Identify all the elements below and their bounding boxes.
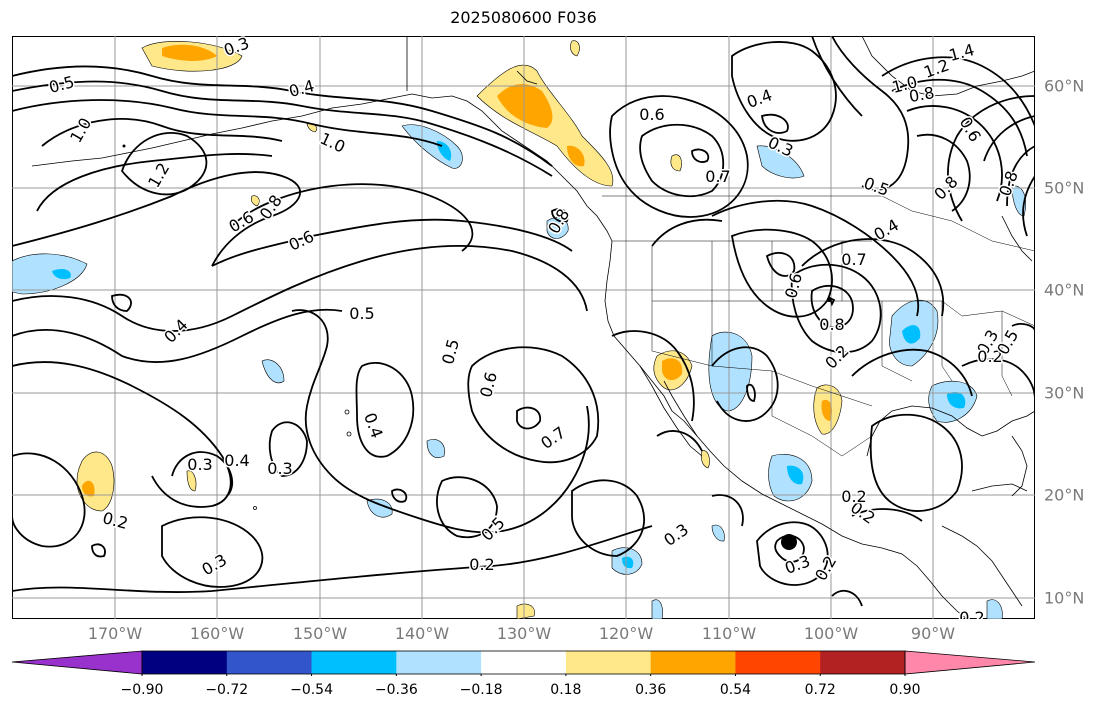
colorbar-tick-label: 0.36 — [635, 682, 667, 698]
colorbar-tick-label: 0.54 — [719, 682, 752, 698]
warm-patch — [516, 603, 535, 619]
colorbar-tick-label: 0.90 — [889, 682, 921, 698]
longitude-label: 140°W — [394, 624, 450, 643]
contour-label: 0.6 — [639, 105, 664, 124]
longitude-label: 130°W — [496, 624, 552, 643]
colorbar-tick-label: 0.18 — [550, 682, 582, 698]
longitude-label: 170°W — [87, 624, 143, 643]
warm-patch — [570, 40, 580, 57]
longitude-label: 110°W — [701, 624, 757, 643]
warm-patch — [162, 44, 217, 61]
warm-patch — [670, 154, 682, 172]
contour-label: 0.8 — [930, 172, 961, 203]
latitude-label: 10°N — [1044, 588, 1085, 608]
contour-label: 0.7 — [705, 167, 730, 186]
map-canvas: 0.30.51.01.20.40.60.80.61.00.60.70.40.30… — [12, 36, 1035, 619]
contour-label: 0.2 — [821, 341, 852, 372]
low-center-marker — [781, 534, 797, 550]
graticule — [12, 36, 1035, 619]
colorbar-bin — [565, 651, 652, 674]
latitude-label: 60°N — [1044, 76, 1085, 96]
warm-patch — [497, 84, 553, 128]
warm-patch — [567, 145, 585, 167]
cool-patch — [902, 325, 921, 344]
contour-label: 0.2 — [977, 347, 1002, 366]
colorbar-extend-low — [12, 650, 143, 675]
latitude-label: 30°N — [1044, 383, 1085, 403]
warm-patch — [700, 450, 710, 469]
colorbar-bin — [650, 651, 736, 674]
contour-label: 0.2 — [959, 608, 984, 619]
colorbar-bin — [311, 651, 397, 674]
colorbar-bin — [396, 651, 482, 674]
colorbar-bin — [820, 651, 906, 674]
contour-label: 0.7 — [841, 250, 866, 269]
cool-patch — [12, 253, 88, 295]
contour-label: 0.2 — [469, 555, 494, 574]
cool-patch — [622, 556, 634, 569]
cool-patch — [261, 359, 285, 384]
coastlines — [31, 36, 1035, 619]
warm-patch — [821, 399, 833, 421]
colorbar-extend-high — [904, 650, 1035, 675]
longitude-label: 90°W — [910, 624, 956, 643]
contour-label: 0.2 — [841, 487, 866, 506]
warm-patch — [76, 451, 115, 512]
max-marker — [827, 298, 831, 302]
contour-label: 0.5 — [349, 304, 374, 323]
cool-patch — [52, 268, 71, 280]
contour-label: 0.3 — [187, 455, 212, 474]
colorbar-tick-label: −0.18 — [459, 682, 503, 698]
colorbar-tick-label: 0.72 — [804, 682, 836, 698]
political-borders — [602, 195, 1035, 457]
longitude-label: 160°W — [189, 624, 245, 643]
cool-patch — [947, 391, 966, 409]
cool-patch — [426, 439, 445, 458]
contour-label: 0.8 — [819, 315, 844, 334]
longitude-label: 100°W — [803, 624, 859, 643]
warm-patch — [82, 480, 95, 497]
cool-patch — [986, 599, 1003, 619]
colorbar-bin — [735, 651, 821, 674]
cool-patch — [756, 145, 805, 179]
colorbar-tick-label: −0.36 — [374, 682, 418, 698]
latitude-label: 50°N — [1044, 178, 1085, 198]
contour-label: 0.4 — [160, 315, 191, 346]
contour-label: 0.5 — [477, 513, 508, 544]
colorbar-bin — [226, 651, 313, 674]
colorbar-tick-label: −0.54 — [290, 682, 333, 698]
colorbar — [12, 650, 1035, 676]
warm-patch — [662, 358, 683, 381]
cool-patch — [546, 217, 569, 239]
contour-label: 0.3 — [221, 36, 251, 60]
contour-label: 0.4 — [224, 451, 249, 470]
contour-label: 0.3 — [267, 459, 292, 478]
longitude-label: 150°W — [292, 624, 348, 643]
warm-patch — [250, 195, 260, 207]
cool-patch — [366, 498, 393, 518]
latitude-label: 20°N — [1044, 485, 1085, 505]
contour-label: 0.8 — [908, 83, 936, 106]
colorbar-bin — [142, 651, 228, 674]
longitude-label: 120°W — [598, 624, 654, 643]
cool-patch — [651, 599, 663, 619]
cool-patch — [708, 331, 753, 412]
contour-lines — [12, 36, 1035, 607]
colorbar-tick-label: −0.90 — [120, 682, 164, 698]
latitude-label: 40°N — [1044, 280, 1085, 300]
colorbar-outline — [141, 650, 906, 675]
cool-patch — [787, 465, 804, 485]
colorbar-tick-label: −0.72 — [205, 682, 249, 698]
max-marker — [122, 144, 126, 148]
warm-patch — [186, 470, 197, 492]
cool-patch — [711, 524, 725, 542]
colorbar-bin — [481, 651, 567, 674]
map-title: 2025080600 F036 — [450, 8, 597, 27]
